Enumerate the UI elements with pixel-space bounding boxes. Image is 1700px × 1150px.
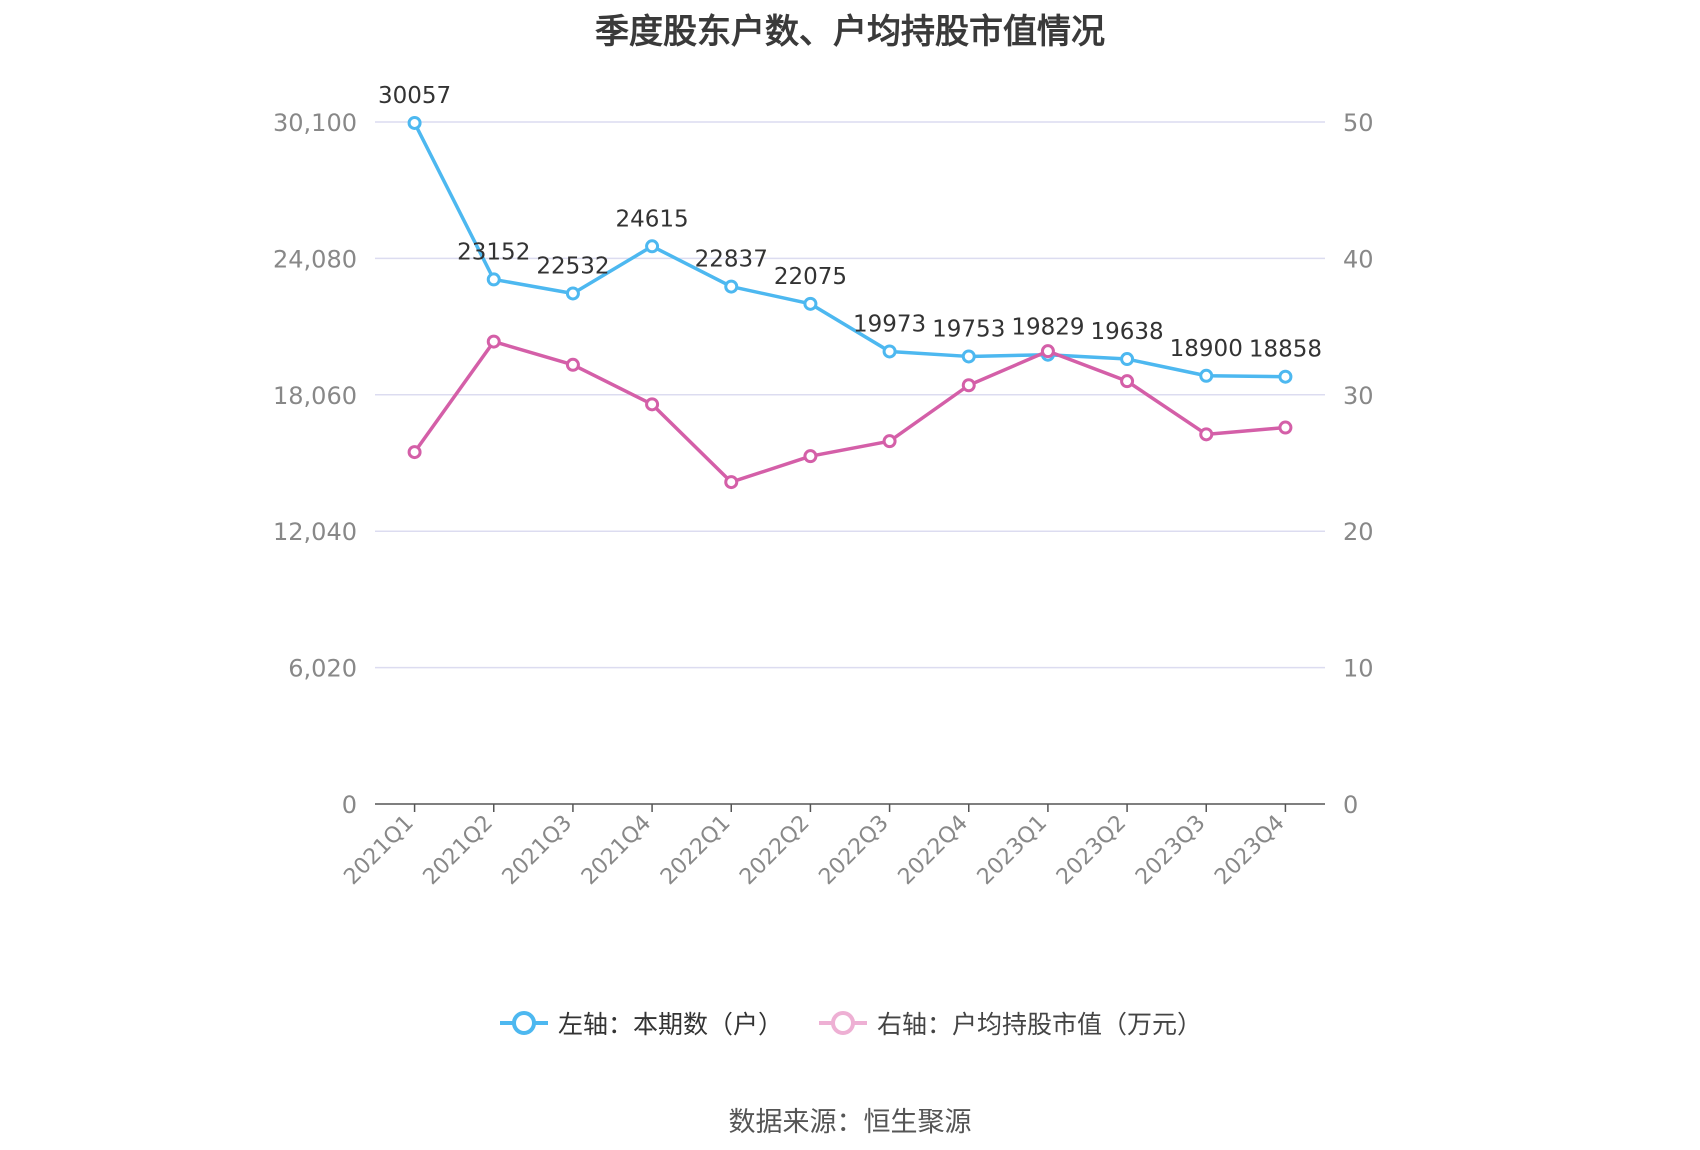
series-1-point [724,475,739,490]
series-1-point [1120,374,1135,389]
x-tick-label: 2023Q1 [973,811,1052,890]
series-0-point [1120,352,1135,367]
right-tick-label: 10 [1343,655,1374,683]
right-tick-label: 30 [1343,382,1374,410]
x-tick-label: 2023Q4 [1210,811,1289,890]
x-tick-label: 2022Q4 [894,811,973,890]
legend-label-households: 左轴：本期数（户） [557,1010,783,1039]
x-tick-label: 2022Q1 [656,811,735,890]
series-0-point [803,296,818,311]
series-1-point [565,357,580,372]
x-tick-label: 2021Q2 [419,811,498,890]
series-1-point [882,434,897,449]
left-tick-label: 18,060 [273,382,357,410]
data-label: 22837 [695,247,768,273]
left-tick-label: 24,080 [273,245,357,273]
left-tick-label: 6,020 [288,655,357,683]
left-tick-label: 30,100 [273,109,357,137]
series-1-point [803,449,818,464]
data-label: 30057 [378,83,451,109]
series-0-point [1278,369,1293,384]
series-0-point [1199,368,1214,383]
legend-label-market-value: 右轴：户均持股市值（万元） [877,1010,1203,1039]
legend: 左轴：本期数（户） 右轴：户均持股市值（万元） [0,1005,1700,1041]
series-1-point [407,445,422,460]
series-0-point [565,286,580,301]
data-label: 18900 [1170,336,1243,362]
series-0-point [407,115,422,130]
x-tick-label: 2023Q3 [1131,811,1210,890]
x-axis: 2021Q1 2021Q2 2021Q3 2021Q4 2022Q1 2022Q2 2022… [339,803,1325,890]
left-tick-label: 0 [342,791,357,819]
chart-title: 季度股东户数、户均持股市值情况 [595,12,1105,52]
x-tick-label: 2023Q2 [1052,811,1131,890]
series-1-point [1199,427,1214,442]
data-label: 19753 [932,316,1005,342]
legend-item-market-value[interactable]: 右轴：户均持股市值（万元） [817,1005,1202,1041]
right-tick-label: 40 [1343,245,1374,273]
data-label: 22075 [774,264,847,290]
right-tick-label: 0 [1343,791,1358,819]
right-axis: 0 10 20 30 40 50 [1343,109,1374,819]
grid-lines [375,121,1325,669]
series-layer [407,115,1293,490]
legend-item-households[interactable]: 左轴：本期数（户） [498,1005,783,1041]
left-axis: 0 6,020 12,040 18,060 24,080 30,100 [273,109,357,819]
right-tick-label: 20 [1343,518,1374,546]
data-label: 19638 [1090,319,1163,345]
data-label: 24615 [615,206,688,232]
series-0-point [882,344,897,359]
series-0-point [961,349,976,364]
right-tick-label: 50 [1343,109,1374,137]
legend-marker-market-value [819,1011,867,1035]
data-label: 18858 [1249,337,1322,363]
series-1-point [1040,344,1055,359]
series-line-1 [413,339,1286,484]
series-line-0 [413,122,1286,379]
x-tick-label: 2022Q2 [735,811,814,890]
series-1-point [1278,420,1293,435]
data-label: 22532 [536,253,609,279]
x-tick-label: 2021Q4 [577,811,656,890]
data-source: 数据来源：恒生聚源 [728,1107,972,1138]
data-label: 19973 [853,311,926,337]
chart-canvas: 0 6,020 12,040 18,060 24,080 30,100 0 10 20 30 40… [273,83,1374,890]
series-0-point [486,272,501,287]
left-tick-label: 12,040 [273,518,357,546]
series-1-point [486,334,501,349]
series-1-point [961,378,976,393]
series-0-point [724,279,739,294]
series-1-point [645,397,660,412]
x-tick-label: 2021Q3 [498,811,577,890]
data-label: 19829 [1011,315,1084,341]
series-0-point [645,239,660,254]
x-tick-label: 2021Q1 [339,811,418,890]
data-label: 23152 [457,239,530,265]
legend-marker-households [499,1011,548,1035]
x-tick-label: 2022Q3 [814,811,893,890]
